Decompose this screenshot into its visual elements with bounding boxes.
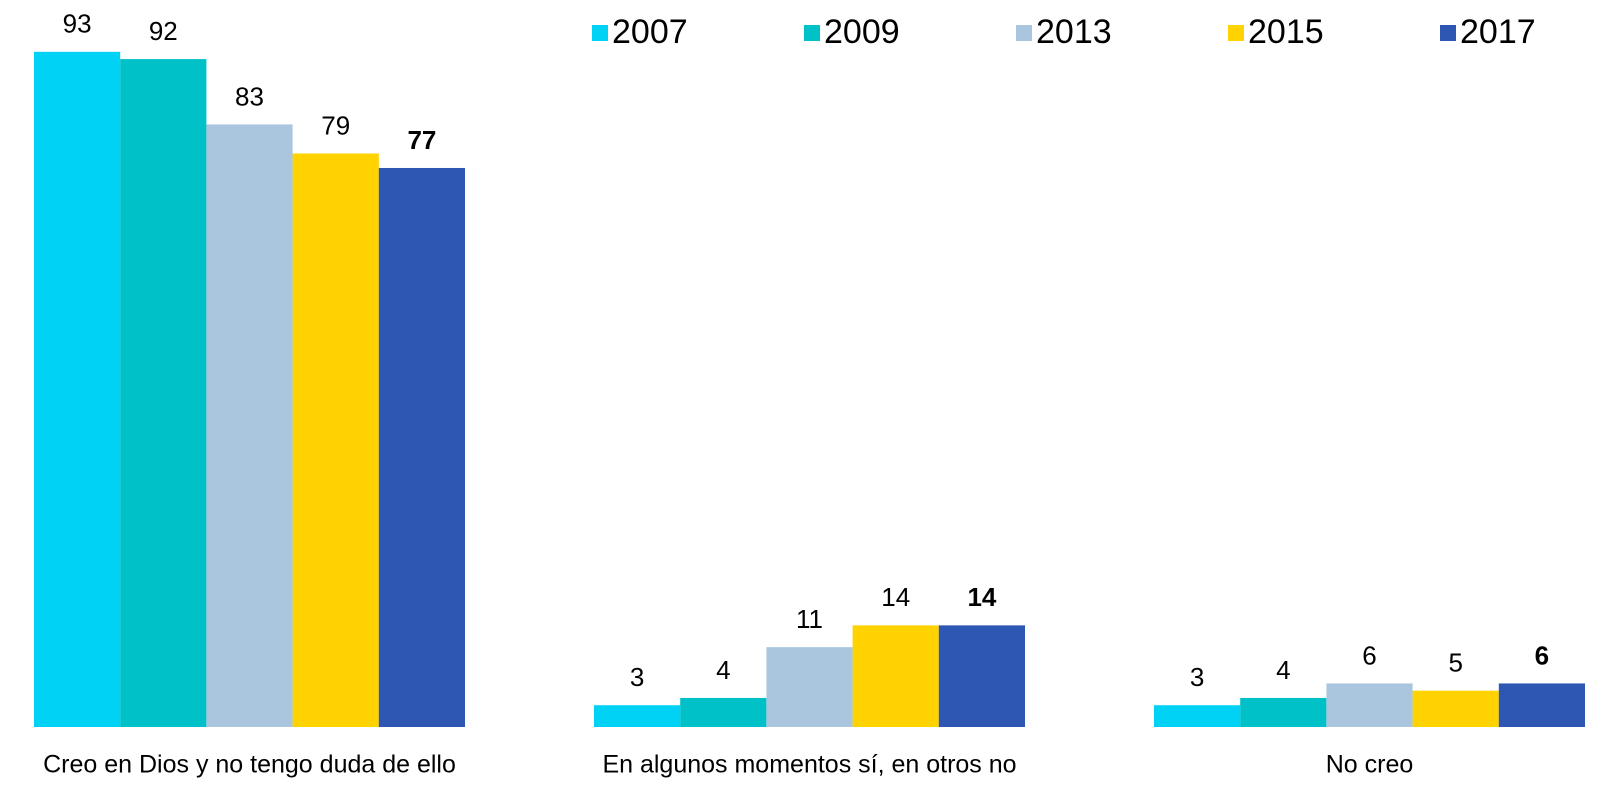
value-label: 4 [716,655,730,685]
bar [34,51,121,727]
value-label: 6 [1362,640,1376,670]
bar [938,625,1025,727]
value-label: 79 [321,110,350,140]
value-label: 11 [796,604,823,634]
legend-label: 2013 [1036,13,1112,51]
bar [1240,697,1327,727]
bar [1326,683,1413,727]
bar [292,153,379,727]
legend-label: 2007 [612,13,688,51]
bar [206,124,293,728]
value-label: 4 [1276,655,1290,685]
value-label: 77 [407,125,436,155]
bar [1154,705,1241,727]
bar [594,705,681,727]
legend-swatch [1440,25,1456,41]
legend-label: 2015 [1248,13,1324,51]
legend-swatch [804,25,820,41]
bar [680,697,767,727]
bar [766,647,853,727]
legend-swatch [592,25,608,41]
value-label: 14 [967,582,996,612]
x-tick-label: En algunos momentos sí, en otros no [602,751,1016,779]
value-label: 92 [149,16,178,46]
legend-swatch [1228,25,1244,41]
value-label: 14 [881,582,910,612]
x-tick-label: Creo en Dios y no tengo duda de ello [43,751,456,779]
legend-label: 2017 [1460,13,1536,51]
bar [852,625,939,727]
bar [1412,690,1499,727]
value-label: 83 [235,81,264,111]
legend-label: 2009 [824,13,900,51]
value-label: 3 [1190,662,1204,692]
bar [120,59,207,727]
value-label: 3 [630,662,644,692]
bar [378,167,465,728]
legend-swatch [1016,25,1032,41]
value-label: 5 [1448,648,1462,678]
bar [1498,683,1585,727]
value-label: 93 [63,9,92,39]
value-label: 6 [1535,640,1549,670]
x-tick-label: No creo [1326,751,1414,779]
